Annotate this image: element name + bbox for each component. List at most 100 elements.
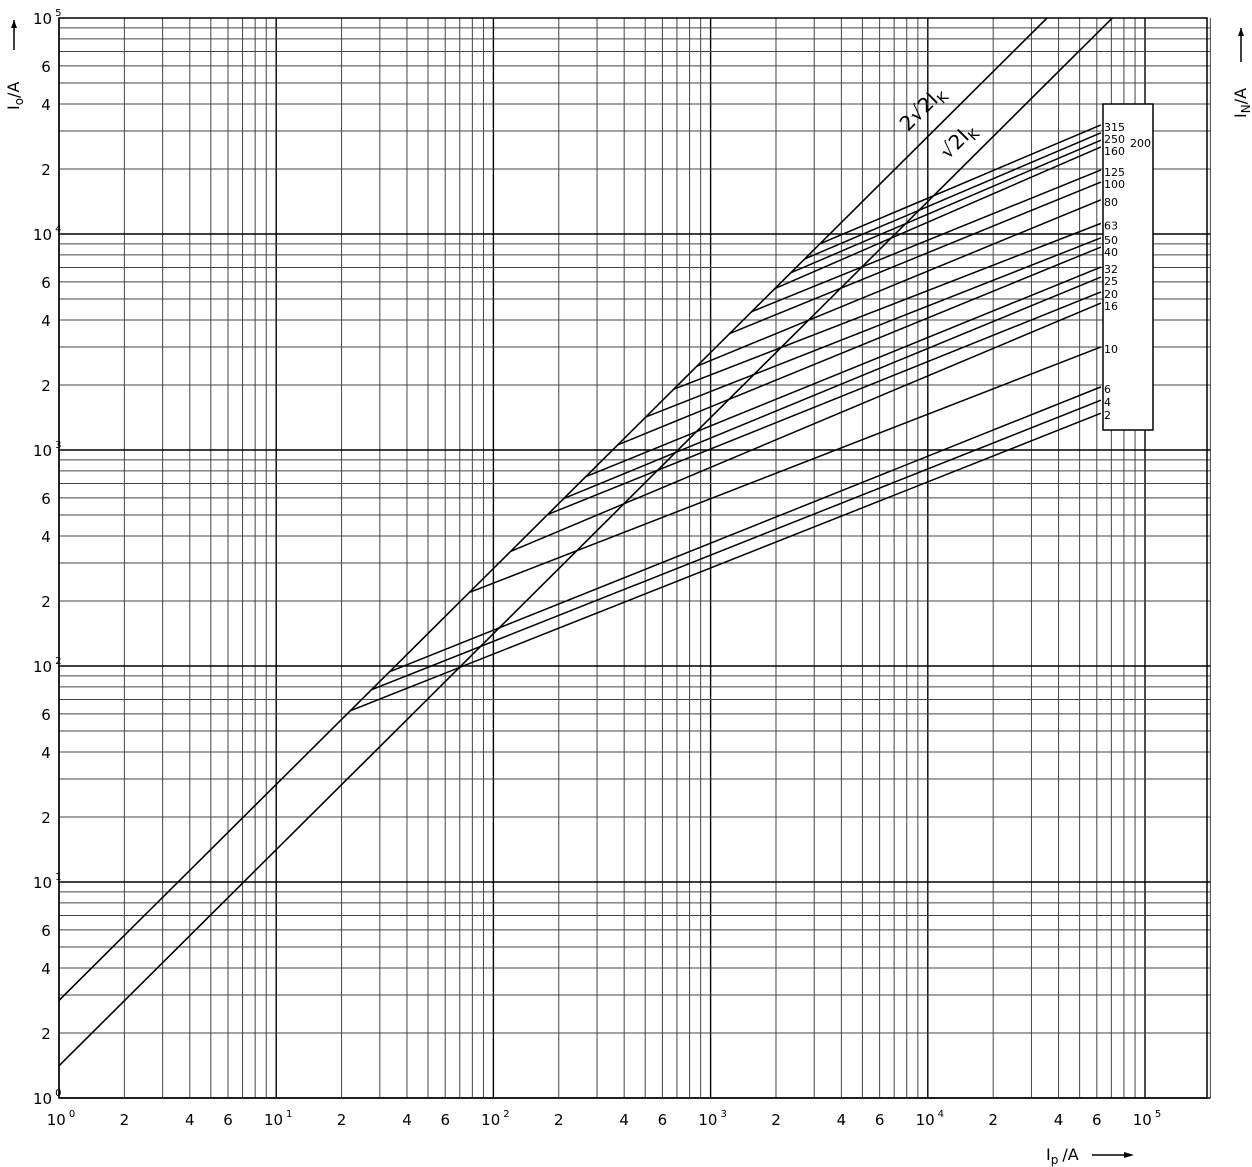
fuse-line-125 (751, 169, 1102, 313)
y-tick-label: 4 (41, 528, 51, 546)
y2-label-sub: N (1239, 104, 1252, 113)
y-tick-label: 4 (41, 96, 51, 114)
legend-label-4: 4 (1104, 396, 1111, 409)
legend-label-125: 125 (1104, 166, 1125, 179)
x-tick-label: 10 2 (481, 1109, 509, 1129)
legend-label-315: 315 (1104, 121, 1125, 134)
envelope-label-2sqrt2-ik: 2√2IK (895, 80, 953, 138)
x-tick-label: 10 0 (47, 1109, 75, 1129)
x-tick-label: 10 4 (916, 1109, 944, 1129)
x-tick-labels: 10 0 2 4 6 10 1 2 4 6 10 2 2 4 6 10 3 2 4 6 10 4 2 4 6 10 5 (47, 1109, 1161, 1129)
y-tick-label: 2 (41, 593, 51, 611)
x-label-main: I (1046, 1145, 1051, 1164)
x-label-unit: /A (1062, 1145, 1078, 1164)
legend-label-25: 25 (1104, 275, 1118, 288)
fuse-line-6 (389, 386, 1102, 673)
x-tick-label: 6 (1092, 1111, 1102, 1129)
y-tick-label: 10 1 (33, 872, 61, 892)
x-tick-label: 10 1 (264, 1109, 292, 1129)
fuse-line-80 (696, 199, 1102, 368)
y-tick-label: 6 (41, 922, 51, 940)
x-tick-label: 4 (402, 1111, 412, 1129)
fuse-line-160 (774, 146, 1102, 290)
fuse-line-40 (617, 246, 1102, 446)
y2-axis-label: IN/A (1231, 28, 1252, 118)
x-label-sub: p (1051, 1153, 1059, 1167)
y-tick-label: 4 (41, 744, 51, 762)
fuse-lines (349, 124, 1102, 712)
fuse-line-4 (371, 399, 1102, 691)
envelope-line-sqrt2-ik (59, 18, 1113, 1067)
svg-text:2√2IK: 2√2IK (895, 80, 953, 138)
x-axis-label: Ip/A (1046, 1145, 1134, 1167)
fuse-line-50 (645, 237, 1102, 418)
fuse-line-2 (349, 412, 1102, 712)
y-tick-label: 10 3 (33, 440, 61, 460)
legend-label-250: 250 (1104, 133, 1125, 146)
legend-label-10: 10 (1104, 343, 1118, 356)
svg-text:Ip/A: Ip/A (1046, 1145, 1079, 1167)
grid (58, 18, 1211, 1099)
envelope-line-2sqrt2-ik (59, 18, 1048, 1001)
x-tick-label: 2 (988, 1111, 998, 1129)
x-tick-label: 2 (554, 1111, 564, 1129)
x-tick-label: 4 (837, 1111, 847, 1129)
legend-label-40: 40 (1104, 246, 1118, 259)
y-tick-label: 2 (41, 377, 51, 395)
x-tick-label: 2 (337, 1111, 347, 1129)
y-tick-label: 10 0 (33, 1088, 61, 1108)
y-tick-label: 6 (41, 274, 51, 292)
y-label-sub: o (12, 98, 26, 105)
fuse-line-25 (563, 276, 1102, 500)
legend-label-200: 200 (1130, 137, 1151, 150)
x-tick-label: 10 5 (1133, 1109, 1161, 1129)
svg-text:√2IK: √2IK (935, 117, 984, 166)
x-tick-label: 6 (223, 1111, 233, 1129)
fuse-line-315 (819, 124, 1102, 245)
y-tick-label: 6 (41, 490, 51, 508)
x-tick-label: 10 3 (698, 1109, 726, 1129)
x-tick-label: 2 (771, 1111, 781, 1129)
y2-label-unit: /A (1231, 88, 1250, 104)
legend-label-2: 2 (1104, 409, 1111, 422)
x-tick-label: 4 (1054, 1111, 1064, 1129)
y-tick-label: 2 (41, 161, 51, 179)
fuse-line-10 (469, 346, 1102, 594)
legend-label-20: 20 (1104, 288, 1118, 301)
y-tick-label: 6 (41, 58, 51, 76)
svg-text:Io/A: Io/A (4, 82, 26, 110)
x-tick-label: 4 (185, 1111, 195, 1129)
y-tick-label: 4 (41, 960, 51, 978)
fuse-line-63 (673, 222, 1102, 390)
fuse-line-200 (790, 139, 1102, 274)
legend-label-50: 50 (1104, 234, 1118, 247)
legend-label-6: 6 (1104, 383, 1111, 396)
y-tick-label: 6 (41, 706, 51, 724)
legend-label-100: 100 (1104, 178, 1125, 191)
legend-box (1102, 103, 1154, 431)
plot-frame (58, 17, 1208, 1099)
x-tick-label: 6 (440, 1111, 450, 1129)
legend-label-32: 32 (1104, 263, 1118, 276)
fuse-line-20 (546, 291, 1102, 516)
y-label-unit: /A (4, 82, 23, 98)
y-tick-label: 4 (41, 312, 51, 330)
y-tick-label: 2 (41, 1025, 51, 1043)
y2-label-main: I (1231, 113, 1250, 118)
x-tick-label: 6 (658, 1111, 668, 1129)
envelope-label-sqrt2-ik: √2IK (935, 117, 984, 166)
fuse-line-250 (804, 132, 1102, 260)
envelope-lines (59, 18, 1113, 1067)
fuse-line-32 (585, 266, 1102, 478)
x-tick-label: 2 (120, 1111, 130, 1129)
x-tick-label: 4 (619, 1111, 629, 1129)
legend-label-16: 16 (1104, 300, 1118, 313)
legend-label-80: 80 (1104, 196, 1118, 209)
y-axis-label: Io/A (4, 20, 26, 110)
y-tick-label: 10 5 (33, 8, 61, 28)
legend-label-160: 160 (1104, 145, 1125, 158)
fuse-line-100 (729, 181, 1102, 335)
y-label-main: I (4, 105, 23, 110)
